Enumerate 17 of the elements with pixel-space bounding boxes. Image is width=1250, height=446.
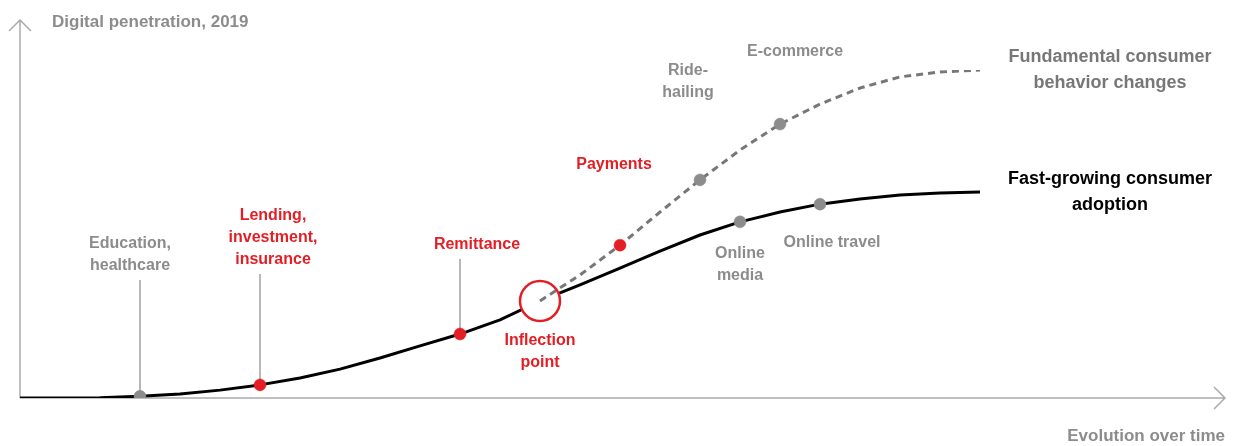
point bbox=[773, 117, 787, 131]
x-axis-title: Evolution over time bbox=[1067, 425, 1225, 445]
series-label: Fundamental consumer behavior changes bbox=[1008, 45, 1212, 92]
series-label: Fast-growing consumer adoption bbox=[1007, 167, 1213, 214]
annotation: Education, healthcare bbox=[89, 234, 171, 274]
text: E-commerce bbox=[746, 42, 844, 60]
annotation: Inflection point bbox=[504, 331, 576, 371]
annotation: Remittance bbox=[433, 235, 521, 253]
point bbox=[253, 378, 267, 392]
annotation: Ride-hailing bbox=[662, 61, 714, 101]
point bbox=[453, 327, 467, 341]
y-axis-title: Digital penetration, 2019 bbox=[52, 11, 249, 31]
point bbox=[693, 173, 707, 187]
annotation: Online media bbox=[715, 244, 765, 284]
annotation: Payments bbox=[576, 155, 652, 173]
annotation: Lending, investment, insurance bbox=[228, 206, 318, 268]
annotation: Online travel bbox=[783, 233, 881, 251]
